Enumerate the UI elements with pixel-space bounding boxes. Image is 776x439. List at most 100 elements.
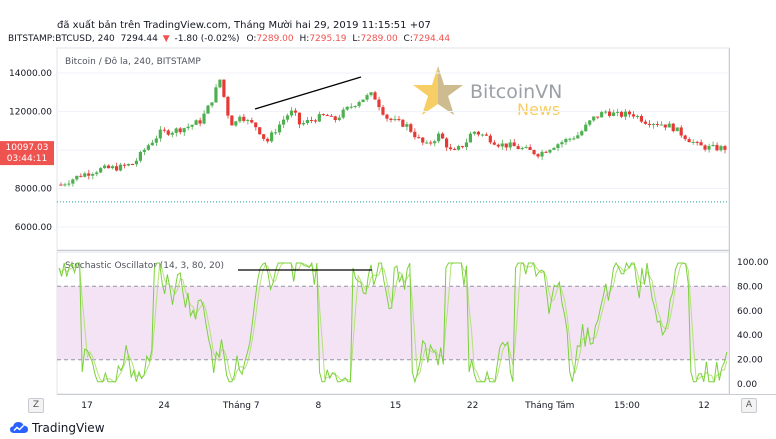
candle-body	[604, 111, 608, 113]
tradingview-cloud-icon[interactable]	[10, 421, 28, 435]
candle-body	[293, 110, 298, 113]
oscillator-tick-label: 40.00	[737, 331, 763, 341]
candle-body	[552, 147, 556, 150]
candle-body	[345, 106, 349, 110]
candle-body	[277, 124, 282, 133]
bitcoinvn-logo: BitcoinVN News	[413, 66, 562, 119]
candle-body	[91, 174, 95, 176]
candle-body	[472, 131, 476, 134]
current-price-badge: 10097.03 03:44:11	[0, 141, 54, 166]
candle-body	[349, 106, 353, 108]
candle-body	[297, 112, 302, 125]
candle-body	[663, 124, 667, 128]
candle-body	[683, 135, 687, 140]
candle-body	[448, 147, 453, 150]
logo-brand: BitcoinVN	[470, 81, 562, 103]
candle-body	[71, 179, 75, 184]
candle-body	[381, 107, 385, 115]
published-note: đã xuất bản trên TradingView.com, Tháng …	[57, 19, 431, 31]
candle-body	[460, 146, 465, 148]
candle-body	[138, 151, 142, 161]
candle-body	[413, 131, 417, 138]
candle-body	[126, 163, 131, 166]
candle-body	[631, 114, 636, 117]
candle-body	[333, 116, 337, 121]
candle-body	[246, 120, 250, 122]
candle-body	[433, 141, 437, 144]
candle-body	[520, 148, 524, 150]
candle-body	[540, 151, 544, 157]
candle-body	[170, 132, 174, 135]
candle-body	[508, 142, 512, 148]
last-price: 7294.44	[121, 34, 158, 44]
candle-body	[385, 114, 389, 119]
symbol-line: BITSTAMP:BTCUSD, 240 7294.44 ▼ -1.80 (-0…	[8, 34, 450, 44]
candle-body	[429, 142, 433, 144]
candle-body	[122, 164, 127, 166]
candle-body	[75, 175, 79, 180]
candle-body	[592, 116, 596, 121]
price-trendline[interactable]	[254, 76, 362, 110]
price-pane[interactable]	[56, 47, 730, 251]
candle-body	[564, 139, 568, 143]
candle-body	[584, 124, 588, 132]
candle-body	[234, 121, 238, 126]
candle-body	[695, 141, 699, 143]
candle-body	[635, 115, 640, 117]
open-value: 7289.00	[256, 34, 293, 44]
candle-body	[242, 116, 246, 121]
candle-body	[107, 165, 111, 169]
time-tick-label: 15:00	[614, 401, 640, 411]
oscillator-tick-label: 20.00	[737, 356, 763, 366]
candle-body	[222, 79, 226, 97]
candle-body	[723, 146, 727, 150]
low-value: 7289.00	[360, 34, 397, 44]
candle-body	[361, 99, 365, 103]
candle-body	[572, 138, 576, 140]
candle-body	[337, 117, 341, 121]
candle-body	[110, 166, 115, 169]
candle-body	[166, 130, 170, 135]
badge-countdown: 03:44:11	[7, 154, 47, 164]
candle-body	[266, 138, 270, 142]
candle-body	[230, 115, 234, 126]
high-value: 7295.19	[309, 34, 346, 44]
time-tick-label: 17	[81, 401, 92, 411]
log-toggle-z[interactable]: Z	[28, 398, 44, 413]
candle-body	[238, 116, 242, 122]
candle-body	[659, 124, 663, 126]
overbought-oversold-band	[57, 286, 729, 360]
auto-scale-toggle[interactable]: A	[741, 398, 757, 413]
change-value: -1.80 (-0.02%)	[175, 34, 240, 44]
candle-body	[544, 151, 548, 153]
candle-body	[83, 173, 87, 177]
footer	[0, 419, 776, 439]
candle-body	[715, 144, 719, 151]
candle-body	[588, 120, 592, 125]
candle-body	[600, 112, 604, 118]
candle-body	[313, 120, 317, 122]
time-tick-label: Tháng 7	[222, 401, 260, 411]
candle-body	[576, 135, 580, 139]
symbol-label: BITSTAMP:BTCUSD, 240	[8, 34, 115, 44]
logo-sub: News	[517, 100, 560, 119]
candle-body	[492, 142, 496, 145]
tradingview-brand[interactable]: TradingView	[32, 421, 105, 435]
candlestick-series	[59, 79, 727, 187]
candle-body	[480, 134, 484, 136]
star-shadow-icon	[438, 66, 463, 115]
candle-body	[206, 105, 210, 114]
candle-body	[532, 150, 536, 155]
candle-body	[67, 183, 71, 185]
candle-body	[289, 110, 294, 116]
candle-body	[365, 95, 369, 100]
candle-body	[437, 133, 441, 142]
candle-body	[174, 128, 178, 133]
candle-body	[536, 154, 540, 157]
candle-body	[691, 141, 695, 143]
oscillator-tick-label: 0.00	[737, 380, 757, 390]
candle-body	[484, 134, 488, 136]
candle-body	[373, 92, 377, 100]
oscillator-axis: 0.00 20.00 40.00 60.00 80.00 100.00	[737, 258, 769, 390]
